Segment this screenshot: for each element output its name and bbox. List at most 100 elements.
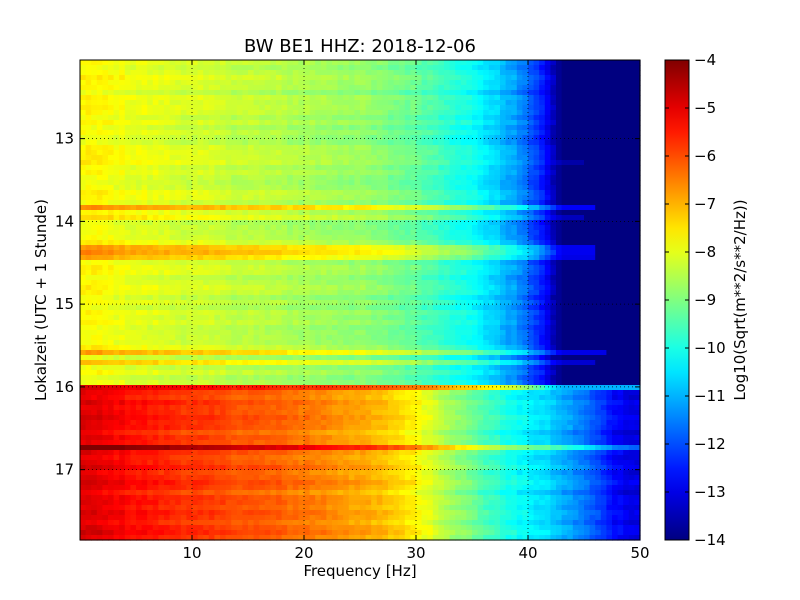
- heatmap-cell: [130, 160, 137, 166]
- heatmap-cell: [623, 190, 630, 196]
- heatmap-cell: [158, 275, 165, 281]
- heatmap-cell: [606, 95, 613, 101]
- heatmap-cell: [298, 175, 305, 181]
- heatmap-cell: [96, 265, 103, 271]
- heatmap-cell: [544, 165, 551, 171]
- heatmap-cell: [214, 100, 221, 106]
- heatmap-cell: [315, 160, 322, 166]
- heatmap-cell: [455, 135, 462, 141]
- heatmap-cell: [130, 220, 137, 226]
- heatmap-cell: [376, 110, 383, 116]
- heatmap-cell: [617, 110, 624, 116]
- heatmap-cell: [483, 160, 490, 166]
- heatmap-cell: [505, 125, 512, 131]
- heatmap-cell: [533, 105, 540, 111]
- heatmap-cell: [236, 305, 243, 311]
- heatmap-cell: [522, 175, 529, 181]
- heatmap-cell: [460, 60, 467, 66]
- heatmap-cell: [516, 250, 523, 256]
- heatmap-cell: [634, 195, 641, 201]
- heatmap-cell: [119, 160, 126, 166]
- heatmap-cell: [141, 210, 148, 216]
- heatmap-cell: [623, 220, 630, 226]
- heatmap-cell: [404, 165, 411, 171]
- heatmap-cell: [438, 120, 445, 126]
- heatmap-cell: [136, 275, 143, 281]
- heatmap-cell: [169, 170, 176, 176]
- heatmap-cell: [113, 275, 120, 281]
- heatmap-cell: [130, 245, 137, 251]
- heatmap-cell: [214, 195, 221, 201]
- heatmap-cell: [472, 90, 479, 96]
- heatmap-cell: [617, 70, 624, 76]
- heatmap-cell: [192, 110, 199, 116]
- heatmap-cell: [253, 100, 260, 106]
- heatmap-cell: [556, 195, 563, 201]
- heatmap-cell: [281, 265, 288, 271]
- heatmap-cell: [416, 305, 423, 311]
- heatmap-cell: [606, 230, 613, 236]
- heatmap-cell: [225, 230, 232, 236]
- heatmap-cell: [483, 65, 490, 71]
- heatmap-cell: [556, 60, 563, 66]
- heatmap-cell: [472, 240, 479, 246]
- heatmap-cell: [332, 185, 339, 191]
- heatmap-cell: [108, 295, 115, 301]
- heatmap-cell: [399, 95, 406, 101]
- heatmap-cell: [147, 225, 154, 231]
- heatmap-cell: [561, 280, 568, 286]
- heatmap-cell: [494, 250, 501, 256]
- heatmap-cell: [186, 100, 193, 106]
- heatmap-cell: [365, 205, 372, 211]
- heatmap-cell: [225, 185, 232, 191]
- heatmap-cell: [136, 175, 143, 181]
- heatmap-cell: [85, 80, 92, 86]
- heatmap-cell: [539, 155, 546, 161]
- heatmap-cell: [612, 285, 619, 291]
- heatmap-cell: [556, 225, 563, 231]
- heatmap-cell: [136, 130, 143, 136]
- heatmap-cell: [175, 280, 182, 286]
- heatmap-cell: [612, 135, 619, 141]
- heatmap-cell: [416, 300, 423, 306]
- heatmap-cell: [343, 200, 350, 206]
- heatmap-cell: [628, 230, 635, 236]
- heatmap-cell: [466, 280, 473, 286]
- heatmap-cell: [556, 135, 563, 141]
- heatmap-cell: [365, 150, 372, 156]
- heatmap-cell: [315, 285, 322, 291]
- heatmap-cell: [192, 210, 199, 216]
- heatmap-cell: [634, 285, 641, 291]
- heatmap-cell: [539, 230, 546, 236]
- heatmap-cell: [550, 140, 557, 146]
- heatmap-cell: [220, 245, 227, 251]
- heatmap-cell: [80, 100, 87, 106]
- heatmap-cell: [225, 250, 232, 256]
- heatmap-cell: [488, 205, 495, 211]
- heatmap-cell: [281, 195, 288, 201]
- heatmap-cell: [214, 60, 221, 66]
- heatmap-cell: [80, 230, 87, 236]
- heatmap-cell: [617, 120, 624, 126]
- heatmap-cell: [382, 190, 389, 196]
- heatmap-cell: [494, 265, 501, 271]
- heatmap-cell: [91, 80, 98, 86]
- heatmap-cell: [612, 290, 619, 296]
- heatmap-cell: [292, 135, 299, 141]
- heatmap-cell: [208, 160, 215, 166]
- heatmap-cell: [399, 185, 406, 191]
- heatmap-cell: [494, 145, 501, 151]
- heatmap-cell: [208, 150, 215, 156]
- heatmap-cell: [354, 190, 361, 196]
- heatmap-cell: [242, 210, 249, 216]
- heatmap-cell: [460, 190, 467, 196]
- heatmap-cell: [348, 70, 355, 76]
- heatmap-cell: [528, 105, 535, 111]
- heatmap-cell: [214, 225, 221, 231]
- heatmap-cell: [270, 105, 277, 111]
- heatmap-cell: [449, 90, 456, 96]
- heatmap-cell: [320, 200, 327, 206]
- heatmap-cell: [130, 255, 137, 261]
- heatmap-cell: [393, 275, 400, 281]
- heatmap-cell: [236, 120, 243, 126]
